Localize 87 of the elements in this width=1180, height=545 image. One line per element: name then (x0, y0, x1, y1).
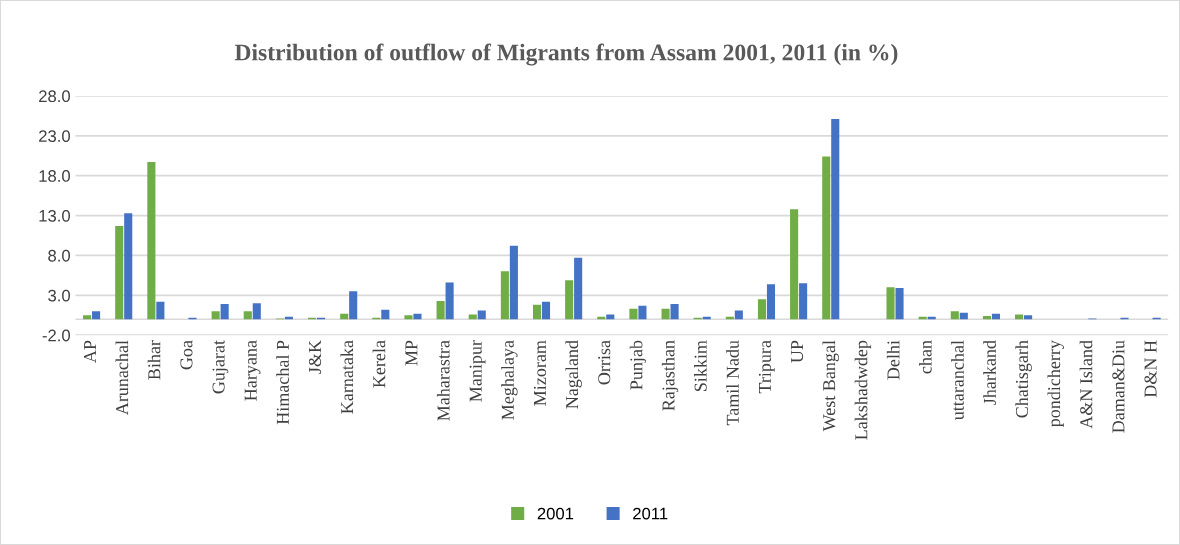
y-tick-label: 18.0 (39, 170, 71, 182)
bar (606, 314, 615, 320)
bar (574, 257, 583, 320)
x-tick-label: Kerela (372, 340, 386, 388)
bar (757, 299, 767, 320)
bar (445, 282, 454, 320)
x-tick-label: pondicherry (1047, 340, 1064, 427)
bar (509, 245, 518, 320)
x-tick-label: Maharastra (436, 340, 450, 421)
x-tick-label: Himachal P (276, 340, 289, 425)
x-tick-label: Bihar (147, 340, 161, 380)
x-tick-label: AP (84, 340, 96, 363)
x-tick-label: Daman&Diu (1112, 340, 1125, 433)
bar (895, 288, 904, 320)
x-tick-label: Mizoram (533, 340, 547, 406)
x-tick-label: MP (405, 340, 418, 366)
bar (670, 304, 679, 320)
x-tick-label: Tripura (758, 340, 775, 394)
x-tick-label: Goa (180, 340, 193, 370)
x-tick-label: Sikkim (694, 340, 707, 391)
bar (381, 309, 390, 320)
bar (982, 316, 991, 320)
bar (532, 304, 542, 320)
legend-label: 2001 (537, 507, 574, 520)
chart-title: Distribution of outflow of Migrants from Assam 2001, 2011 (in %) (234, 43, 898, 66)
y-tick-label: 13.0 (39, 209, 71, 222)
x-tick-label: Chatisgarh (1015, 340, 1032, 418)
bar (950, 311, 959, 320)
y-tick-label: -2.0 (42, 329, 71, 342)
x-tick-label: Gujarat (212, 340, 229, 394)
bar (156, 301, 165, 320)
bar (790, 209, 799, 320)
bar (500, 271, 509, 320)
x-tick-label: A&N Island (1079, 340, 1093, 429)
y-tick-label: 8.0 (48, 249, 71, 262)
x-tick-label: Arunachal (115, 340, 129, 416)
bar (436, 300, 445, 320)
x-tick-label: Jharkand (983, 340, 996, 405)
x-tick-label: Delhi (886, 340, 900, 380)
bar (1015, 314, 1024, 320)
bar (638, 305, 647, 320)
bar (541, 301, 551, 320)
bar (211, 311, 220, 320)
legend-label: 2011 (633, 507, 668, 520)
bar (115, 225, 124, 320)
x-tick-label: West Bangal (822, 340, 839, 432)
x-tick-label: UP (791, 340, 804, 363)
x-tick-label: Tamil Nadu (726, 340, 739, 426)
x-tick-label: Karnataka (340, 340, 354, 414)
bar (243, 311, 252, 320)
bar (413, 313, 422, 320)
bar (252, 303, 261, 320)
x-tick-label: Lakshadwdep (854, 340, 872, 440)
bar (766, 284, 776, 320)
bar (147, 162, 156, 320)
bar (886, 287, 895, 320)
x-tick-label: Punjab (629, 340, 647, 390)
bar (734, 310, 743, 320)
y-tick-label: 3.0 (48, 289, 71, 302)
x-tick-label: D&N H (1144, 340, 1157, 398)
x-tick-label: Orrisa (598, 340, 611, 385)
bar (468, 314, 477, 320)
x-tick-label: Rajasthan (661, 340, 679, 411)
bar (565, 280, 574, 320)
bar (661, 308, 670, 320)
bar (831, 119, 840, 320)
bar (477, 310, 486, 320)
x-tick-label: Manipur (469, 340, 486, 402)
x-tick-label: Haryana (244, 340, 261, 401)
bar (83, 315, 92, 320)
bar (629, 308, 638, 320)
bar (220, 304, 229, 320)
bar (349, 291, 358, 320)
bar (124, 213, 133, 320)
bar (404, 315, 413, 320)
y-tick-label: 23.0 (39, 130, 71, 142)
x-tick-label: chan (918, 340, 932, 374)
x-tick-label: uttaranchal (951, 340, 964, 420)
bar (1024, 315, 1033, 320)
bar (799, 283, 808, 320)
bar (92, 311, 101, 320)
bar (959, 312, 968, 320)
x-tick-label: Nagaland (565, 340, 582, 409)
x-tick-label: J&K (308, 340, 322, 374)
x-tick-label: Meghalaya (501, 340, 518, 420)
y-tick-label: 28.0 (39, 90, 71, 103)
bar (822, 156, 831, 320)
